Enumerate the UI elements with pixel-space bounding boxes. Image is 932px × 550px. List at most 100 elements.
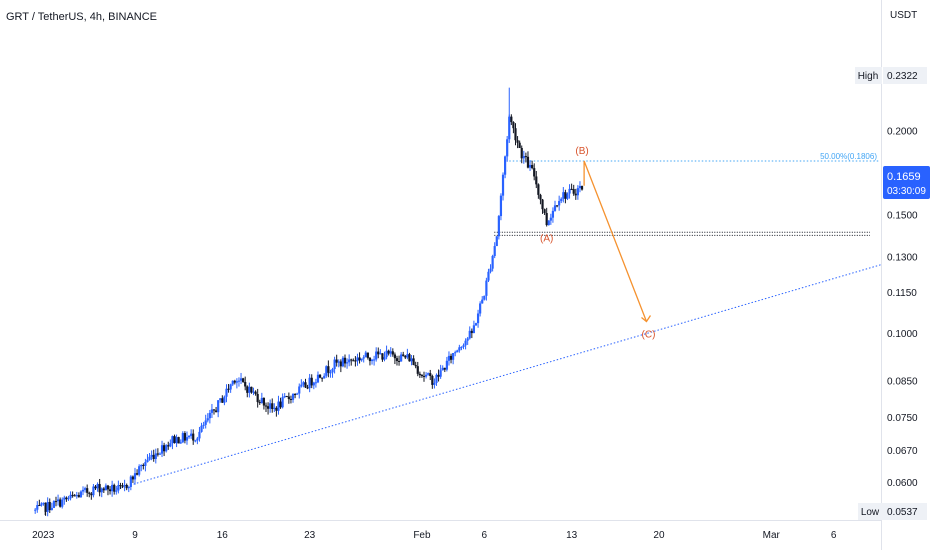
candle-body — [348, 359, 351, 363]
candle-body — [539, 194, 542, 200]
high-value-box — [883, 67, 927, 84]
candle-body — [562, 192, 565, 199]
candle-body — [83, 488, 87, 490]
candle-body — [370, 359, 374, 362]
candle-body — [391, 351, 394, 355]
candle-body — [526, 156, 530, 168]
candle-body — [196, 438, 199, 441]
candle-body — [437, 374, 440, 377]
candle-body — [250, 386, 253, 393]
candle-body — [312, 382, 315, 386]
candle-body — [408, 354, 411, 362]
candle-body — [131, 476, 135, 480]
candle-body — [142, 464, 145, 466]
candle-body — [470, 330, 473, 334]
x-tick-label: 6 — [831, 530, 837, 541]
candle-body — [221, 398, 224, 403]
low-value: 0.0537 — [887, 507, 918, 518]
candle-body — [173, 436, 176, 444]
candle-body — [375, 351, 378, 360]
candle-body — [468, 330, 471, 339]
candle-body — [129, 476, 132, 487]
candle-body — [400, 354, 403, 362]
candle-body — [422, 375, 426, 377]
y-tick-label: 0.0850 — [887, 376, 918, 387]
candle-body — [287, 396, 290, 400]
candle-body — [208, 412, 211, 419]
candle-body — [144, 462, 147, 466]
candle-body — [158, 453, 162, 455]
candle-body — [335, 359, 338, 363]
candle-body — [560, 198, 563, 202]
candle-body — [578, 186, 582, 189]
y-tick-label: 0.0750 — [887, 413, 918, 424]
candle-body — [350, 359, 353, 361]
candle-body — [54, 501, 58, 503]
candle-body — [198, 431, 201, 439]
candle-body — [506, 139, 509, 157]
candle-body — [77, 494, 80, 498]
high-label-box — [855, 67, 882, 84]
candle-body — [183, 433, 187, 441]
candle-body — [551, 210, 555, 218]
candle-body — [115, 490, 118, 492]
candle-body — [474, 323, 478, 326]
candle-body — [169, 443, 172, 447]
projected-wave-path[interactable] — [583, 160, 648, 322]
candle-body — [343, 357, 347, 364]
candle-body — [181, 433, 184, 443]
wave-label-b: (B) — [575, 146, 588, 157]
candle-body — [140, 464, 143, 467]
candle-body — [535, 176, 538, 185]
candle-body — [449, 355, 453, 360]
candle-body — [420, 375, 424, 377]
candle-body — [402, 354, 405, 356]
candle-body — [40, 503, 43, 506]
candle-body — [481, 299, 484, 304]
candle-body — [252, 391, 255, 393]
candle-body — [277, 401, 280, 411]
candle-body — [508, 116, 511, 140]
candle-body — [227, 388, 230, 390]
candle-body — [154, 453, 157, 459]
support-zone-lines[interactable] — [494, 231, 870, 236]
candle-body — [123, 484, 126, 487]
candle-body — [63, 497, 66, 500]
candle-body — [235, 381, 238, 383]
candle-body — [175, 437, 178, 444]
y-tick-label: 0.0670 — [887, 446, 918, 457]
candle-body — [489, 268, 492, 272]
x-tick-label: Feb — [413, 530, 431, 541]
candle-body — [156, 453, 159, 455]
candle-body — [580, 186, 584, 190]
candle-body — [86, 488, 89, 493]
candle-body — [102, 488, 105, 491]
candle-body — [179, 442, 182, 444]
y-tick-label: 0.1000 — [887, 329, 918, 340]
candle-body — [281, 397, 284, 408]
candle-body — [167, 445, 170, 447]
candle-body — [187, 435, 191, 438]
candle-body — [464, 340, 467, 346]
candle-body — [476, 313, 480, 324]
candle-body — [345, 362, 349, 364]
candle-body — [148, 456, 151, 460]
candle-body — [59, 499, 62, 507]
support-trendline[interactable] — [109, 264, 882, 492]
candle-body — [283, 396, 286, 398]
candle-body — [333, 359, 336, 370]
candle-body — [520, 147, 523, 159]
candle-body — [117, 485, 120, 491]
candle-body — [304, 382, 307, 388]
x-tick-label: 16 — [217, 530, 229, 541]
y-tick-label: 0.1300 — [887, 252, 918, 263]
candle-body — [219, 398, 222, 401]
candle-body — [239, 378, 243, 381]
candle-body — [296, 393, 299, 395]
candle-body — [424, 374, 428, 377]
candle-body — [56, 499, 60, 502]
candle-body — [258, 402, 261, 404]
candle-body — [310, 377, 313, 386]
wave-label-a: (A) — [540, 234, 553, 245]
